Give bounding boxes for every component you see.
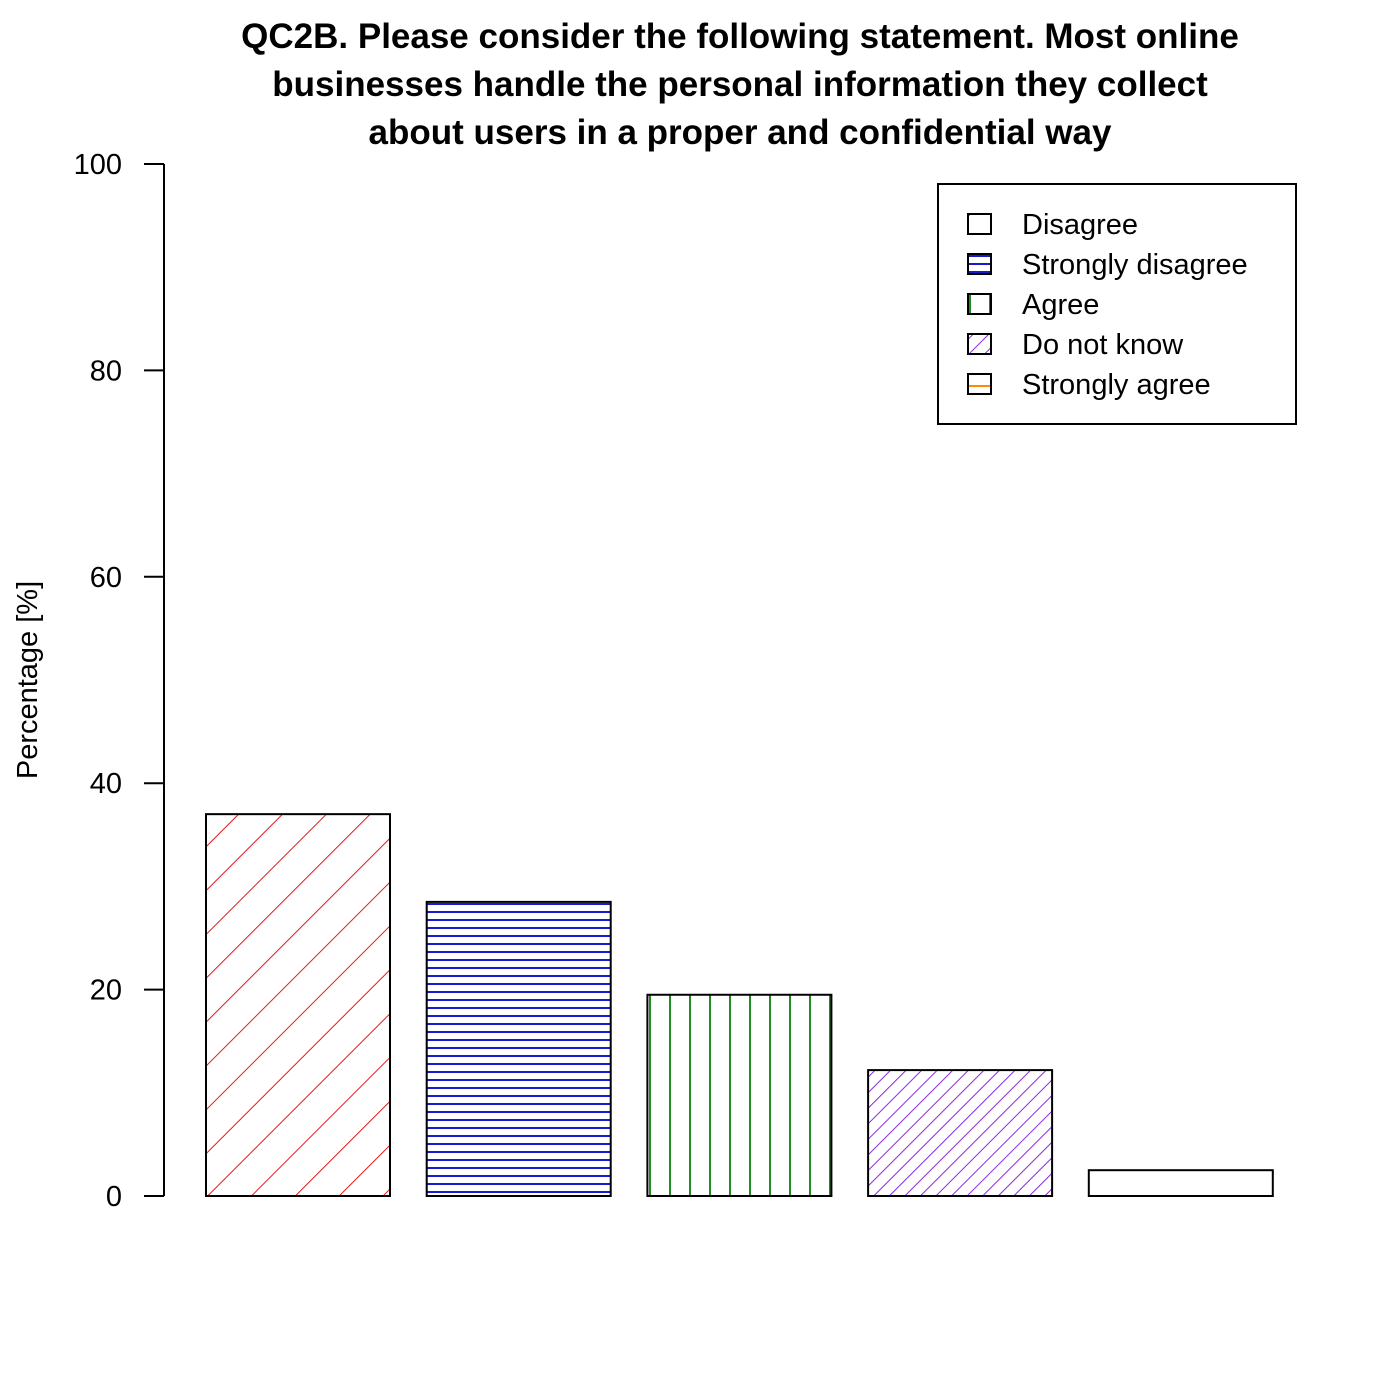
y-tick-label: 20: [90, 975, 122, 1007]
legend-box: [937, 183, 1297, 425]
bar-disagree: [205, 813, 391, 1197]
bar-do-not-know: [867, 1069, 1054, 1197]
bar-agree: [646, 993, 833, 1198]
legend-label-strongly-agree: Strongly agree: [1022, 369, 1211, 401]
y-axis: 0 20 40 60 80 100: [74, 149, 165, 1213]
y-tick-label: 0: [106, 1181, 122, 1213]
y-tick-label: 60: [90, 562, 122, 594]
legend-label-do-not-know: Do not know: [1022, 329, 1184, 361]
y-tick-label: 80: [90, 355, 122, 387]
legend-label-agree: Agree: [1022, 289, 1099, 321]
bar-strongly-disagree: [425, 900, 612, 1197]
legend-swatch-strongly-disagree: [967, 253, 992, 275]
legend-label-strongly-disagree: Strongly disagree: [1022, 249, 1248, 281]
chart-title-line-1: QC2B. Please consider the following stat…: [241, 17, 1239, 56]
chart-title-line-3: about users in a proper and confidential…: [369, 113, 1112, 152]
chart-title-line-2: businesses handle the personal informati…: [272, 65, 1208, 104]
y-tick-label: 40: [90, 768, 122, 800]
y-tick-label: 100: [74, 149, 122, 181]
legend-swatch-strongly-agree: [967, 373, 992, 395]
legend-swatch-agree: [967, 293, 992, 315]
chart-title: QC2B. Please consider the following stat…: [241, 17, 1239, 152]
legend-swatch-disagree: [967, 213, 992, 235]
y-axis-title: Percentage [%]: [12, 581, 44, 779]
bar-strongly-agree: [1087, 1169, 1274, 1197]
bars-group: [205, 813, 1274, 1198]
legend: Disagree Strongly disagree Agree Do not kno…: [937, 183, 1297, 425]
legend-label-disagree: Disagree: [1022, 209, 1138, 241]
legend-swatch-do-not-know: [967, 333, 992, 355]
